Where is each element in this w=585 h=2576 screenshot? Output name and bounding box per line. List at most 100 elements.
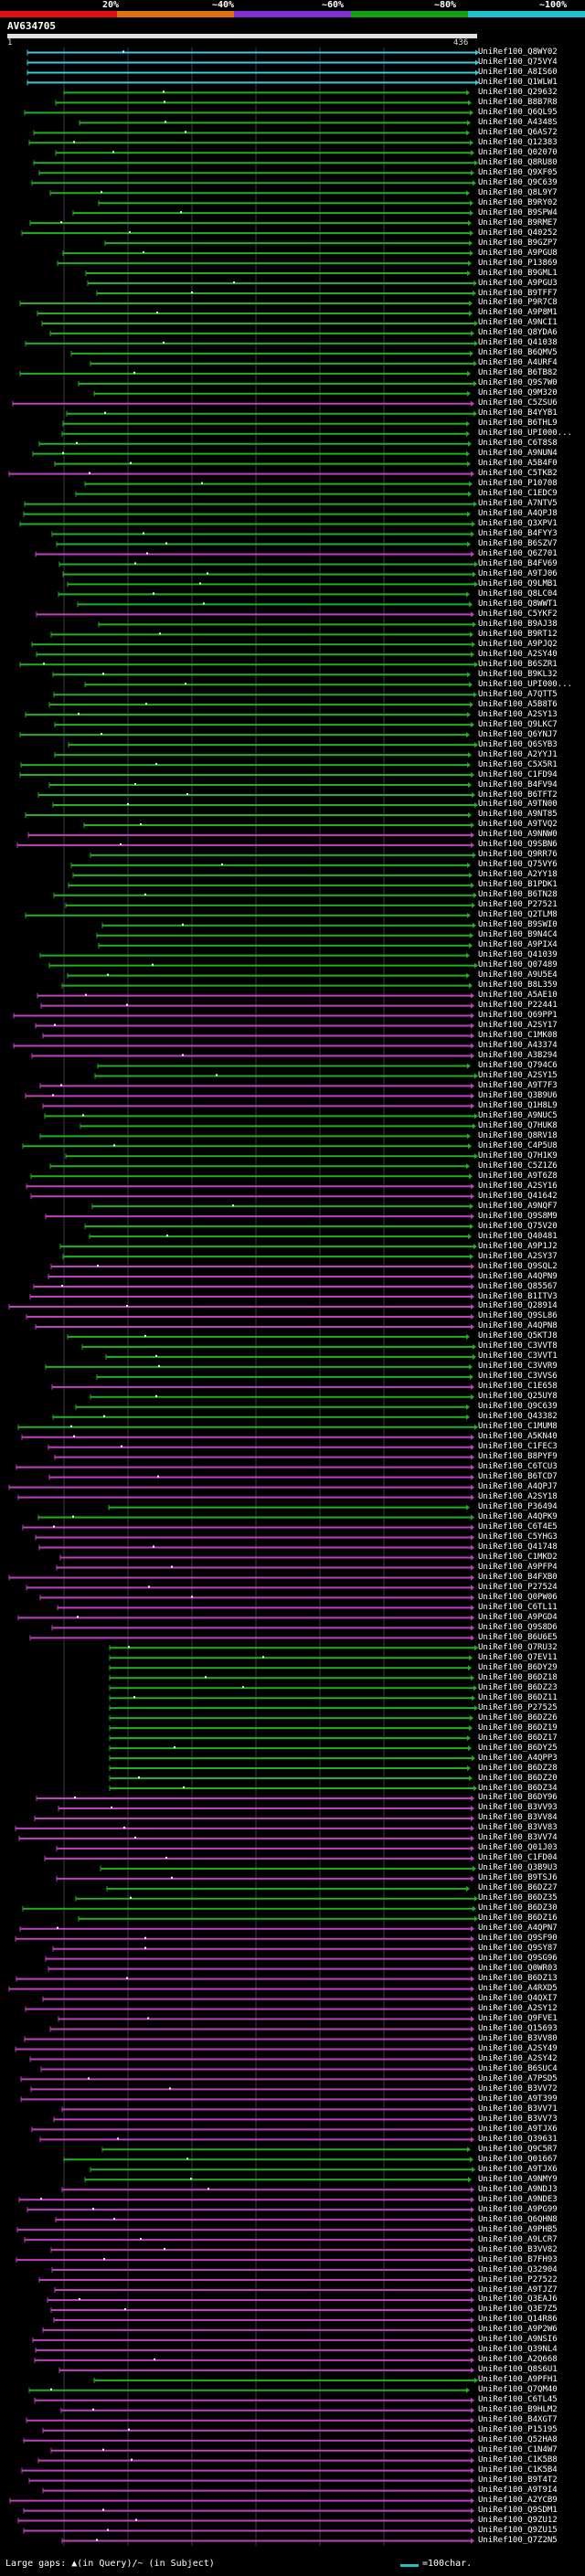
hit-label[interactable]: UniRef100_Q9M320	[478, 388, 558, 398]
hit-label[interactable]: UniRef100_B6DY25	[478, 1743, 558, 1753]
hit-label[interactable]: UniRef100_Q4QXI7	[478, 1994, 558, 2004]
hit-label[interactable]: UniRef100_Q39631	[478, 2134, 558, 2144]
hit-label[interactable]: UniRef100_A7QTT5	[478, 689, 558, 699]
hit-label[interactable]: UniRef100_Q3EAJ6	[478, 2295, 558, 2305]
hit-label[interactable]: UniRef100_Q15693	[478, 2024, 558, 2034]
hit-label[interactable]: UniRef100_C1N4W7	[478, 2445, 558, 2455]
hit-label[interactable]: UniRef100_A9NQF7	[478, 1201, 558, 1211]
hit-label[interactable]: UniRef100_Q9SDM1	[478, 2506, 558, 2516]
hit-label[interactable]: UniRef100_Q14R86	[478, 2315, 558, 2325]
hit-label[interactable]: UniRef100_B7FH93	[478, 2254, 558, 2264]
hit-label[interactable]: UniRef100_A4RXD5	[478, 1984, 558, 1994]
hit-label[interactable]: UniRef100_Q28914	[478, 1301, 558, 1311]
hit-label[interactable]: UniRef100_A8IS60	[478, 67, 558, 77]
hit-label[interactable]: UniRef100_Q9C639	[478, 1402, 558, 1412]
hit-label[interactable]: UniRef100_Q3E7Z5	[478, 2305, 558, 2315]
hit-label[interactable]: UniRef100_A4QPP3	[478, 1753, 558, 1763]
hit-label[interactable]: UniRef100_C3VVT8	[478, 1341, 558, 1352]
hit-label[interactable]: UniRef100_Q9XF05	[478, 167, 558, 177]
hit-label[interactable]: UniRef100_Q9S7W0	[478, 378, 558, 388]
hit-label[interactable]: UniRef100_C6TL11	[478, 1602, 558, 1612]
hit-label[interactable]: UniRef100_B6SZV7	[478, 539, 558, 548]
hit-label[interactable]: UniRef100_Q40481	[478, 1231, 558, 1241]
hit-label[interactable]: UniRef100_Q9ZU12	[478, 2516, 558, 2526]
hit-label[interactable]: UniRef100_C4P5U8	[478, 1140, 558, 1150]
hit-label[interactable]: UniRef100_Q01J03	[478, 1843, 558, 1853]
hit-label[interactable]: UniRef100_B9SPW4	[478, 207, 558, 217]
hit-label[interactable]: UniRef100_A9NMY9	[478, 2174, 558, 2184]
hit-label[interactable]: UniRef100_B6DZ35	[478, 1893, 558, 1903]
hit-label[interactable]: UniRef100_B3VV93	[478, 1803, 558, 1813]
hit-label[interactable]: UniRef100_B6TFT2	[478, 790, 558, 800]
hit-label[interactable]: UniRef100_A3B294	[478, 1050, 558, 1060]
hit-label[interactable]: UniRef100_B9T4T2	[478, 2475, 558, 2486]
hit-label[interactable]: UniRef100_Q3B9U3	[478, 1863, 558, 1873]
hit-label[interactable]: UniRef100_B8B7R8	[478, 97, 558, 107]
hit-label[interactable]: UniRef100_C3VVS6	[478, 1372, 558, 1382]
hit-label[interactable]: UniRef100_A9P8M1	[478, 308, 558, 318]
hit-label[interactable]: UniRef100_Q41039	[478, 950, 558, 960]
hit-label[interactable]: UniRef100_A9NCI1	[478, 318, 558, 328]
hit-label[interactable]: UniRef100_B6DZ30	[478, 1903, 558, 1913]
hit-label[interactable]: UniRef100_Q6AS72	[478, 127, 558, 137]
hit-label[interactable]: UniRef100_Q7HUK8	[478, 1120, 558, 1130]
hit-label[interactable]: UniRef100_C1EDC9	[478, 489, 558, 499]
hit-label[interactable]: UniRef100_B9RY02	[478, 197, 558, 207]
hit-label[interactable]: UniRef100_UPI000...	[478, 429, 572, 439]
hit-label[interactable]: UniRef100_Q75V20	[478, 1221, 558, 1231]
hit-label[interactable]: UniRef100_B6DZ20	[478, 1773, 558, 1783]
hit-label[interactable]: UniRef100_P22441	[478, 1001, 558, 1011]
hit-label[interactable]: UniRef100_A9TJZ7	[478, 2284, 558, 2295]
hit-label[interactable]: UniRef100_A7PSD5	[478, 2073, 558, 2083]
hit-label[interactable]: UniRef100_Q32904	[478, 2264, 558, 2274]
hit-label[interactable]: UniRef100_A4QPJ8	[478, 509, 558, 519]
hit-label[interactable]: UniRef100_B9GZP7	[478, 238, 558, 248]
hit-label[interactable]: UniRef100_Q794C6	[478, 1060, 558, 1070]
hit-label[interactable]: UniRef100_C3VVR9	[478, 1362, 558, 1372]
hit-label[interactable]: UniRef100_B9HLM2	[478, 2405, 558, 2415]
hit-label[interactable]: UniRef100_A4QPJ7	[478, 1482, 558, 1492]
hit-label[interactable]: UniRef100_B6SUC4	[478, 2063, 558, 2073]
hit-label[interactable]: UniRef100_Q9S8M9	[478, 1211, 558, 1221]
hit-label[interactable]: UniRef100_B9GML1	[478, 268, 558, 278]
hit-label[interactable]: UniRef100_A2SY40	[478, 649, 558, 659]
hit-label[interactable]: UniRef100_A9T399	[478, 2094, 558, 2104]
hit-label[interactable]: UniRef100_A9PGU8	[478, 248, 558, 258]
hit-label[interactable]: UniRef100_Q7H1K9	[478, 1150, 558, 1161]
hit-label[interactable]: UniRef100_A2Q668	[478, 2355, 558, 2365]
hit-label[interactable]: UniRef100_Q02070	[478, 147, 558, 157]
hit-label[interactable]: UniRef100_P27522	[478, 2274, 558, 2284]
hit-label[interactable]: UniRef100_B4FYY3	[478, 529, 558, 539]
hit-label[interactable]: UniRef100_Q9C639	[478, 177, 558, 187]
hit-label[interactable]: UniRef100_Q5KTJ8	[478, 1331, 558, 1341]
hit-label[interactable]: UniRef100_B6DZ17	[478, 1733, 558, 1743]
hit-label[interactable]: UniRef100_Q9SY87	[478, 1944, 558, 1954]
hit-label[interactable]: UniRef100_B4YYB1	[478, 408, 558, 419]
hit-label[interactable]: UniRef100_P27521	[478, 900, 558, 910]
hit-label[interactable]: UniRef100_A4URF4	[478, 358, 558, 368]
hit-label[interactable]: UniRef100_B6DZ34	[478, 1783, 558, 1793]
hit-label[interactable]: UniRef100_A4QPK9	[478, 1512, 558, 1522]
hit-label[interactable]: UniRef100_P15195	[478, 2425, 558, 2435]
hit-label[interactable]: UniRef100_C5X5R1	[478, 759, 558, 769]
hit-label[interactable]: UniRef100_A2YY18	[478, 870, 558, 880]
hit-label[interactable]: UniRef100_C1K5B4	[478, 2465, 558, 2475]
hit-label[interactable]: UniRef100_Q8RU80	[478, 157, 558, 167]
hit-label[interactable]: UniRef100_A9PGD4	[478, 1612, 558, 1622]
hit-label[interactable]: UniRef100_B6U6E5	[478, 1632, 558, 1642]
hit-label[interactable]: UniRef100_A43374	[478, 1041, 558, 1050]
hit-label[interactable]: UniRef100_A9P1J2	[478, 1241, 558, 1251]
hit-label[interactable]: UniRef100_P9R7C8	[478, 298, 558, 308]
hit-label[interactable]: UniRef100_A2SY37	[478, 1251, 558, 1261]
hit-label[interactable]: UniRef100_B6THL9	[478, 419, 558, 429]
hit-label[interactable]: UniRef100_A9T7F3	[478, 1080, 558, 1090]
hit-label[interactable]: UniRef100_A9PHB5	[478, 2224, 558, 2234]
hit-label[interactable]: UniRef100_A9NSI6	[478, 2335, 558, 2345]
hit-label[interactable]: UniRef100_A2SY18	[478, 1492, 558, 1502]
hit-label[interactable]: UniRef100_Q6Z701	[478, 548, 558, 558]
hit-label[interactable]: UniRef100_Q9FVE1	[478, 2014, 558, 2024]
hit-label[interactable]: UniRef100_B3VV74	[478, 1833, 558, 1843]
hit-label[interactable]: UniRef100_B8L359	[478, 981, 558, 991]
hit-label[interactable]: UniRef100_Q9SQL2	[478, 1261, 558, 1271]
hit-label[interactable]: UniRef100_A9NNW0	[478, 830, 558, 840]
